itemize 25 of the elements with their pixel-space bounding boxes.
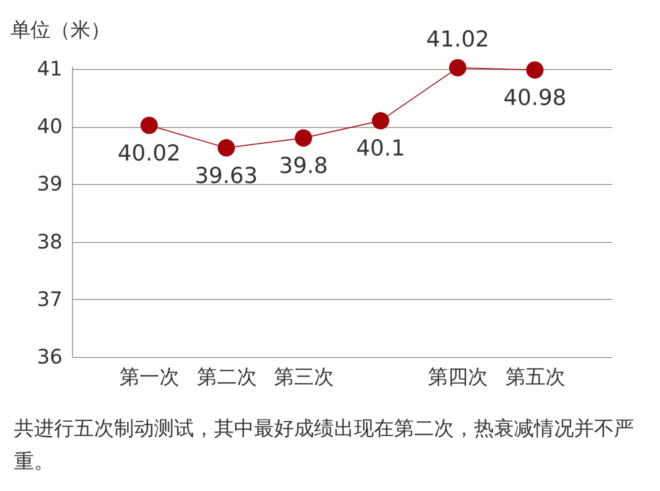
x-tick-label: 第一次 <box>120 364 180 388</box>
y-tick-label: 40 <box>37 114 62 138</box>
x-tick-label: 第四次 <box>428 364 488 388</box>
x-tick-label: 第五次 <box>505 364 566 388</box>
data-label: 40.02 <box>118 141 181 166</box>
point <box>526 61 544 79</box>
y-tick-label: 38 <box>37 229 62 254</box>
y-axis-title: 单位（米） <box>10 18 110 42</box>
data-label: 40.98 <box>503 86 566 112</box>
y-tick-label: 39 <box>37 172 62 196</box>
x-tick-label: 第三次 <box>274 364 334 388</box>
y-tick-label: 41 <box>37 56 62 80</box>
point <box>140 116 158 134</box>
point <box>449 59 466 76</box>
text: 共进行五次制动测试，其中最好成绩出现在第二次，热衰减情况并不严重。 <box>14 415 635 475</box>
data-label: 39.63 <box>194 164 258 189</box>
y-tick-label: 37 <box>37 286 62 311</box>
data-label: 41.02 <box>426 28 490 53</box>
data-label: 40.1 <box>356 136 406 162</box>
x-tick-label: 第二次 <box>196 364 257 388</box>
y-tick-label: 36 <box>37 344 62 368</box>
point <box>218 139 235 156</box>
point <box>372 112 390 130</box>
data-label: 39.8 <box>278 154 328 180</box>
point <box>294 129 312 147</box>
